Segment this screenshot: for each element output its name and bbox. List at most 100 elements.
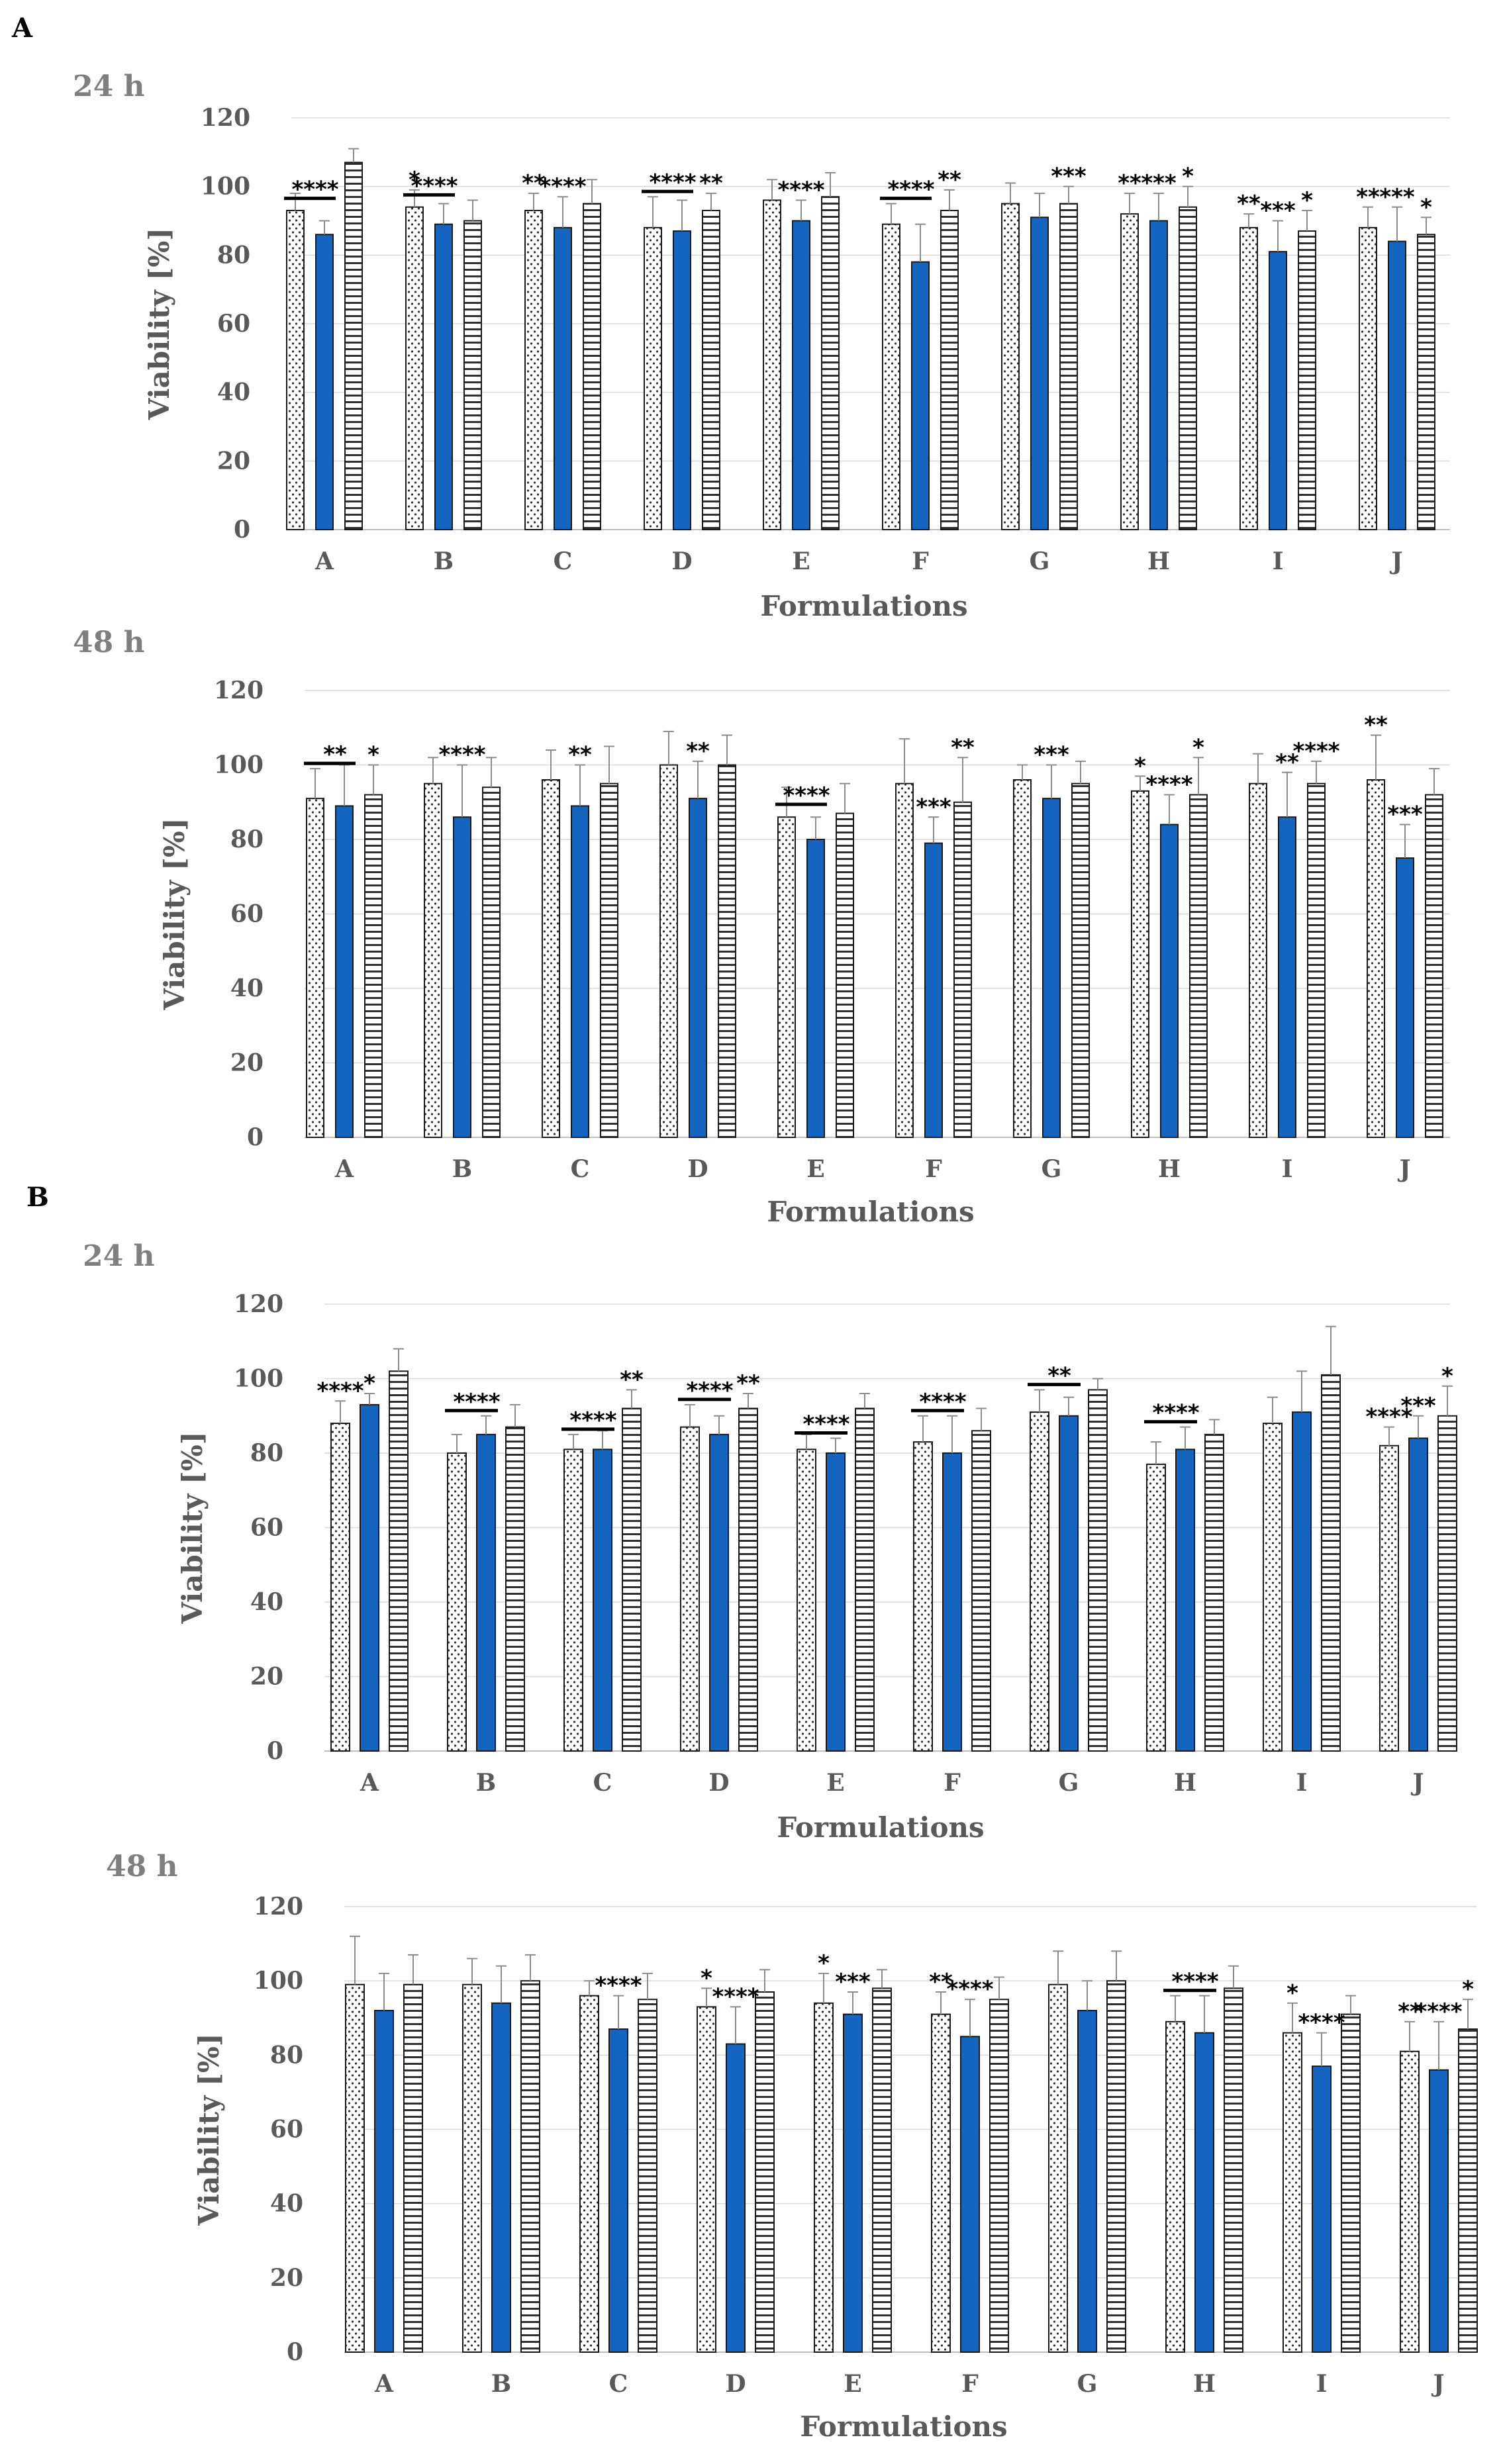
bar [1307,782,1326,1138]
significance-label: **** [887,177,934,203]
bar [726,2043,746,2353]
significance-label: ** [938,167,961,193]
x-tick-label: E [826,1769,844,1797]
x-tick-label: J [1431,2370,1444,2398]
bar [1417,234,1435,530]
bar [364,794,383,1138]
bar [1341,2013,1361,2353]
bar [1042,798,1061,1138]
x-tick-label: H [1193,2370,1216,2398]
bar [814,2002,834,2353]
x-tick-label: A [315,547,334,575]
significance-label: *** [835,1969,871,1995]
panel-label-b: B [26,1182,49,1213]
y-tick-label: 0 [267,1737,283,1765]
x-tick-label: C [571,1155,590,1183]
bar [1312,2065,1332,2353]
significance-label: **** [1152,1400,1199,1427]
chart-title: 24 h [83,1239,155,1273]
x-tick-label: D [687,1155,708,1183]
y-tick-label: 120 [214,677,264,704]
bar [1160,824,1179,1138]
significance-label: **** [411,173,458,199]
bar [1030,1411,1049,1752]
x-tick-label: D [671,547,692,575]
bar [911,261,930,530]
significance-label: *** [1387,802,1423,828]
y-tick-label: 60 [217,310,250,338]
bar [344,162,363,530]
bar [644,226,662,530]
x-tick-label: C [593,1769,612,1797]
significance-label: *** [1379,184,1415,211]
significance-label: ** [522,170,546,197]
bar [554,226,572,530]
bar [1458,2028,1478,2353]
significance-label: **** [595,1973,642,1999]
bar [1388,240,1406,530]
chart-b-24h: 24 h 0 20 40 60 80 100 120 Viability [%] Formulat… [83,1239,1457,1844]
x-tick-label: G [1077,2370,1098,2398]
x-axis-label: Formulations [777,1811,984,1844]
significance-label: * [1301,187,1313,214]
significance-label: *** [1051,164,1087,190]
bar [1179,206,1197,530]
bar [563,1448,583,1752]
significance-label: ** [620,1366,644,1393]
y-tick-label: 0 [234,516,250,544]
y-tick-label: 80 [270,2041,303,2069]
x-tick-label: I [1296,1769,1308,1797]
significance-label: **** [649,169,696,196]
significance-label: ** [686,738,710,765]
bar [447,1452,467,1752]
x-tick-label: D [708,1769,729,1797]
chart-a-48h: 48 h 0 20 40 60 80 100 120 Viability [%] Formulat… [73,626,1450,1228]
bar [1400,2050,1420,2353]
bar [462,1983,482,2353]
significance-label: * [818,1950,830,1977]
chart-a-24h: 24 h 0 20 40 60 80 100 120 Viability [%] Formulat… [73,70,1450,622]
significance-label: * [1192,734,1204,761]
significance-label: **** [686,1378,733,1404]
bar [924,842,943,1138]
bar [315,234,334,530]
bar [1249,782,1267,1138]
significance-label: * [1462,1976,1474,2003]
x-tick-label: I [1282,1155,1293,1183]
chart-title: 24 h [73,70,145,103]
x-tick-label: I [1316,2370,1328,2398]
chart-title: 48 h [106,1850,178,1883]
bar [1013,779,1032,1138]
bar [306,798,324,1138]
significance-label: *** [916,794,951,820]
y-tick-label: 100 [214,751,264,779]
bar [797,1448,816,1752]
bar [286,209,305,530]
significance-label: **** [1365,1404,1412,1431]
significance-label: ** [929,1969,953,1995]
significance-label: * [1286,1980,1298,2007]
bar [453,816,471,1138]
bar [872,1987,892,2353]
bar [895,782,914,1138]
bar [709,1433,729,1752]
bar [697,2006,716,2353]
y-tick-label: 80 [230,826,264,853]
x-tick-label: A [334,1155,354,1183]
bar [360,1403,379,1752]
bar [836,812,854,1138]
bar [1059,203,1078,530]
x-tick-label: H [1174,1769,1196,1797]
x-axis-label: Formulations [800,2410,1007,2443]
bar [971,1430,991,1752]
x-tick-label: G [1042,1155,1062,1183]
bar [843,2013,863,2353]
significance-label: ** [323,741,347,768]
x-tick-label: I [1273,547,1284,575]
chart-b-48h: 48 h 0 20 40 60 80 100 120 Viability [%] Formulat… [106,1850,1478,2443]
y-tick-label: 80 [250,1439,283,1467]
bar [524,209,543,530]
significance-label: **** [946,1976,993,2003]
bar [424,782,442,1138]
